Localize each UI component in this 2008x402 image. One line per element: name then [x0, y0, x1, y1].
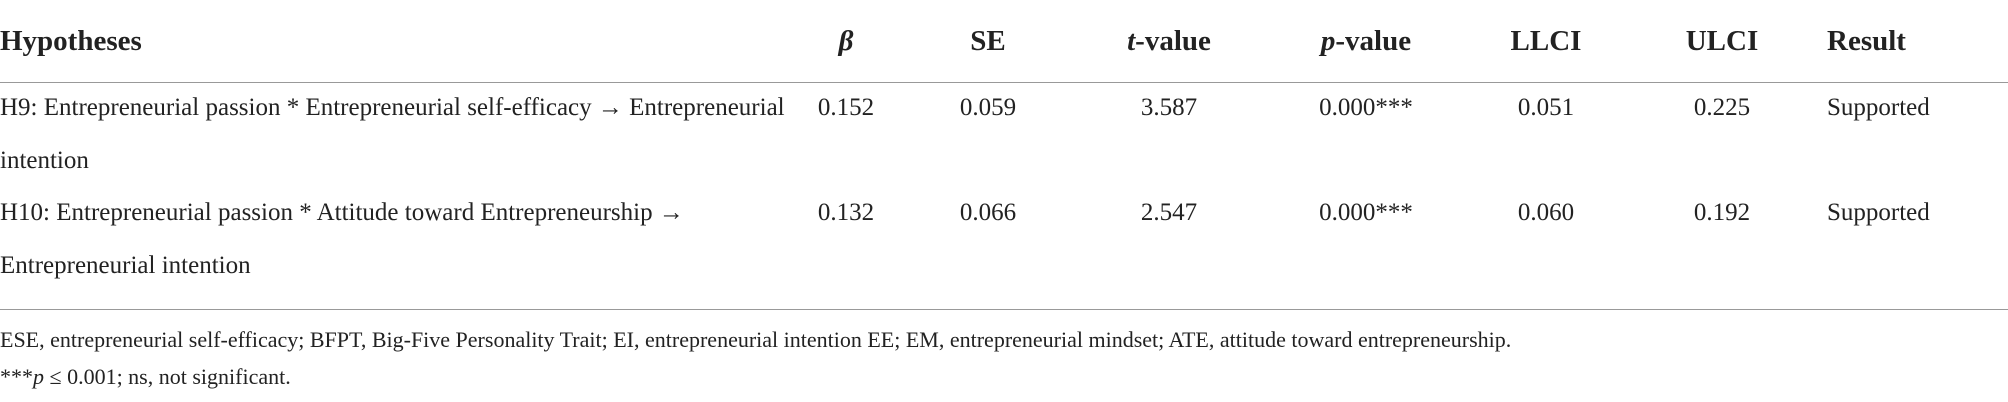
cell: 2.547 [1140, 199, 1198, 226]
cell: 0.152 [817, 94, 875, 121]
cell: 0.000*** [1319, 199, 1413, 226]
header-cell: LLCI [1510, 25, 1582, 57]
cell: 0.060 [1517, 199, 1575, 226]
footnote: ***p ≤ 0.001; ns, not significant. [0, 364, 291, 390]
header-cell: Result [1827, 25, 1906, 57]
header-cell: Hypotheses [0, 25, 142, 57]
cell: 0.192 [1693, 199, 1751, 226]
header-cell: t-value [1127, 25, 1211, 57]
cell: 0.225 [1693, 94, 1751, 121]
header-cell: p-value [1320, 25, 1412, 57]
footnote-part: ≤ 0.001; ns, not significant. [44, 364, 291, 389]
cell: 0.132 [817, 199, 875, 226]
hypothesis: H10: Entrepreneurial passion * Attitude … [0, 199, 684, 279]
footnote: ESE, entrepreneurial self-efficacy; BFPT… [0, 327, 1512, 352]
header-cell: SE [970, 25, 1006, 57]
cell: 0.059 [959, 94, 1017, 121]
rule [0, 309, 2008, 310]
hypothesis: H9: Entrepreneurial passion * Entreprene… [0, 94, 785, 174]
rule [0, 82, 2008, 83]
cell: Supported [1827, 199, 1930, 226]
cell: 0.066 [959, 199, 1017, 226]
cell: 0.000*** [1319, 94, 1413, 121]
cell: 3.587 [1140, 94, 1198, 121]
cell: Supported [1827, 94, 1930, 121]
footnote-part: *** [0, 364, 33, 389]
header-cell: ULCI [1685, 25, 1759, 57]
cell: 0.051 [1517, 94, 1575, 121]
footnote-part: p [33, 364, 44, 389]
header-cell: β [838, 25, 854, 57]
